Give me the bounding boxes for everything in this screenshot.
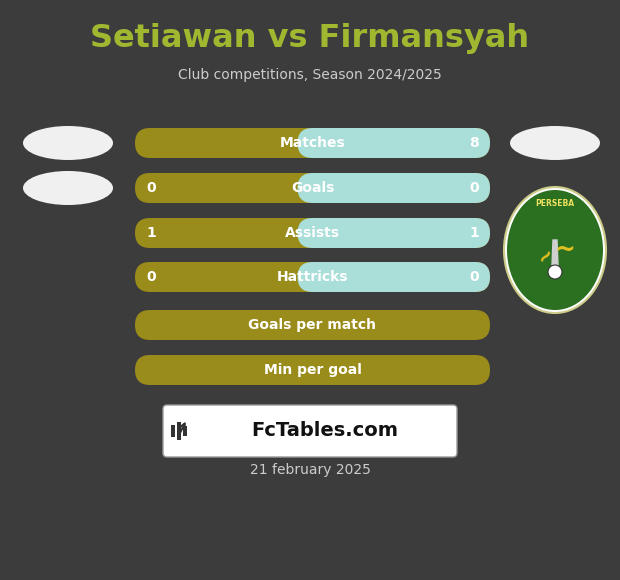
Text: Min per goal: Min per goal [264,363,361,377]
Ellipse shape [507,190,603,310]
FancyBboxPatch shape [171,425,175,437]
FancyBboxPatch shape [135,128,490,158]
Text: PERSEBA: PERSEBA [536,200,575,208]
Text: Goals: Goals [291,181,334,195]
FancyBboxPatch shape [135,218,490,248]
FancyBboxPatch shape [135,173,490,203]
FancyBboxPatch shape [298,262,490,292]
Ellipse shape [23,171,113,205]
Text: ~: ~ [554,238,575,262]
Ellipse shape [23,126,113,160]
Text: 0: 0 [146,181,156,195]
FancyBboxPatch shape [135,310,490,340]
Text: 0: 0 [469,181,479,195]
FancyBboxPatch shape [135,355,490,385]
FancyBboxPatch shape [177,422,181,440]
Text: Goals per match: Goals per match [249,318,376,332]
Text: FcTables.com: FcTables.com [252,422,399,440]
Text: Club competitions, Season 2024/2025: Club competitions, Season 2024/2025 [178,68,442,82]
FancyBboxPatch shape [298,128,490,158]
Text: 21 february 2025: 21 february 2025 [250,463,370,477]
FancyBboxPatch shape [135,262,490,292]
Text: Assists: Assists [285,226,340,240]
FancyBboxPatch shape [163,405,457,457]
Text: 0: 0 [146,270,156,284]
Polygon shape [552,240,558,265]
Text: 1: 1 [469,226,479,240]
Text: Matches: Matches [280,136,345,150]
Circle shape [548,265,562,279]
Ellipse shape [504,187,606,313]
Text: 0: 0 [469,270,479,284]
Text: 1: 1 [146,226,156,240]
FancyBboxPatch shape [298,173,490,203]
Text: 8: 8 [469,136,479,150]
Text: ~: ~ [533,242,557,267]
Ellipse shape [510,126,600,160]
Text: Hattricks: Hattricks [277,270,348,284]
FancyBboxPatch shape [298,218,490,248]
Text: Setiawan vs Firmansyah: Setiawan vs Firmansyah [91,23,529,53]
FancyBboxPatch shape [183,426,187,436]
